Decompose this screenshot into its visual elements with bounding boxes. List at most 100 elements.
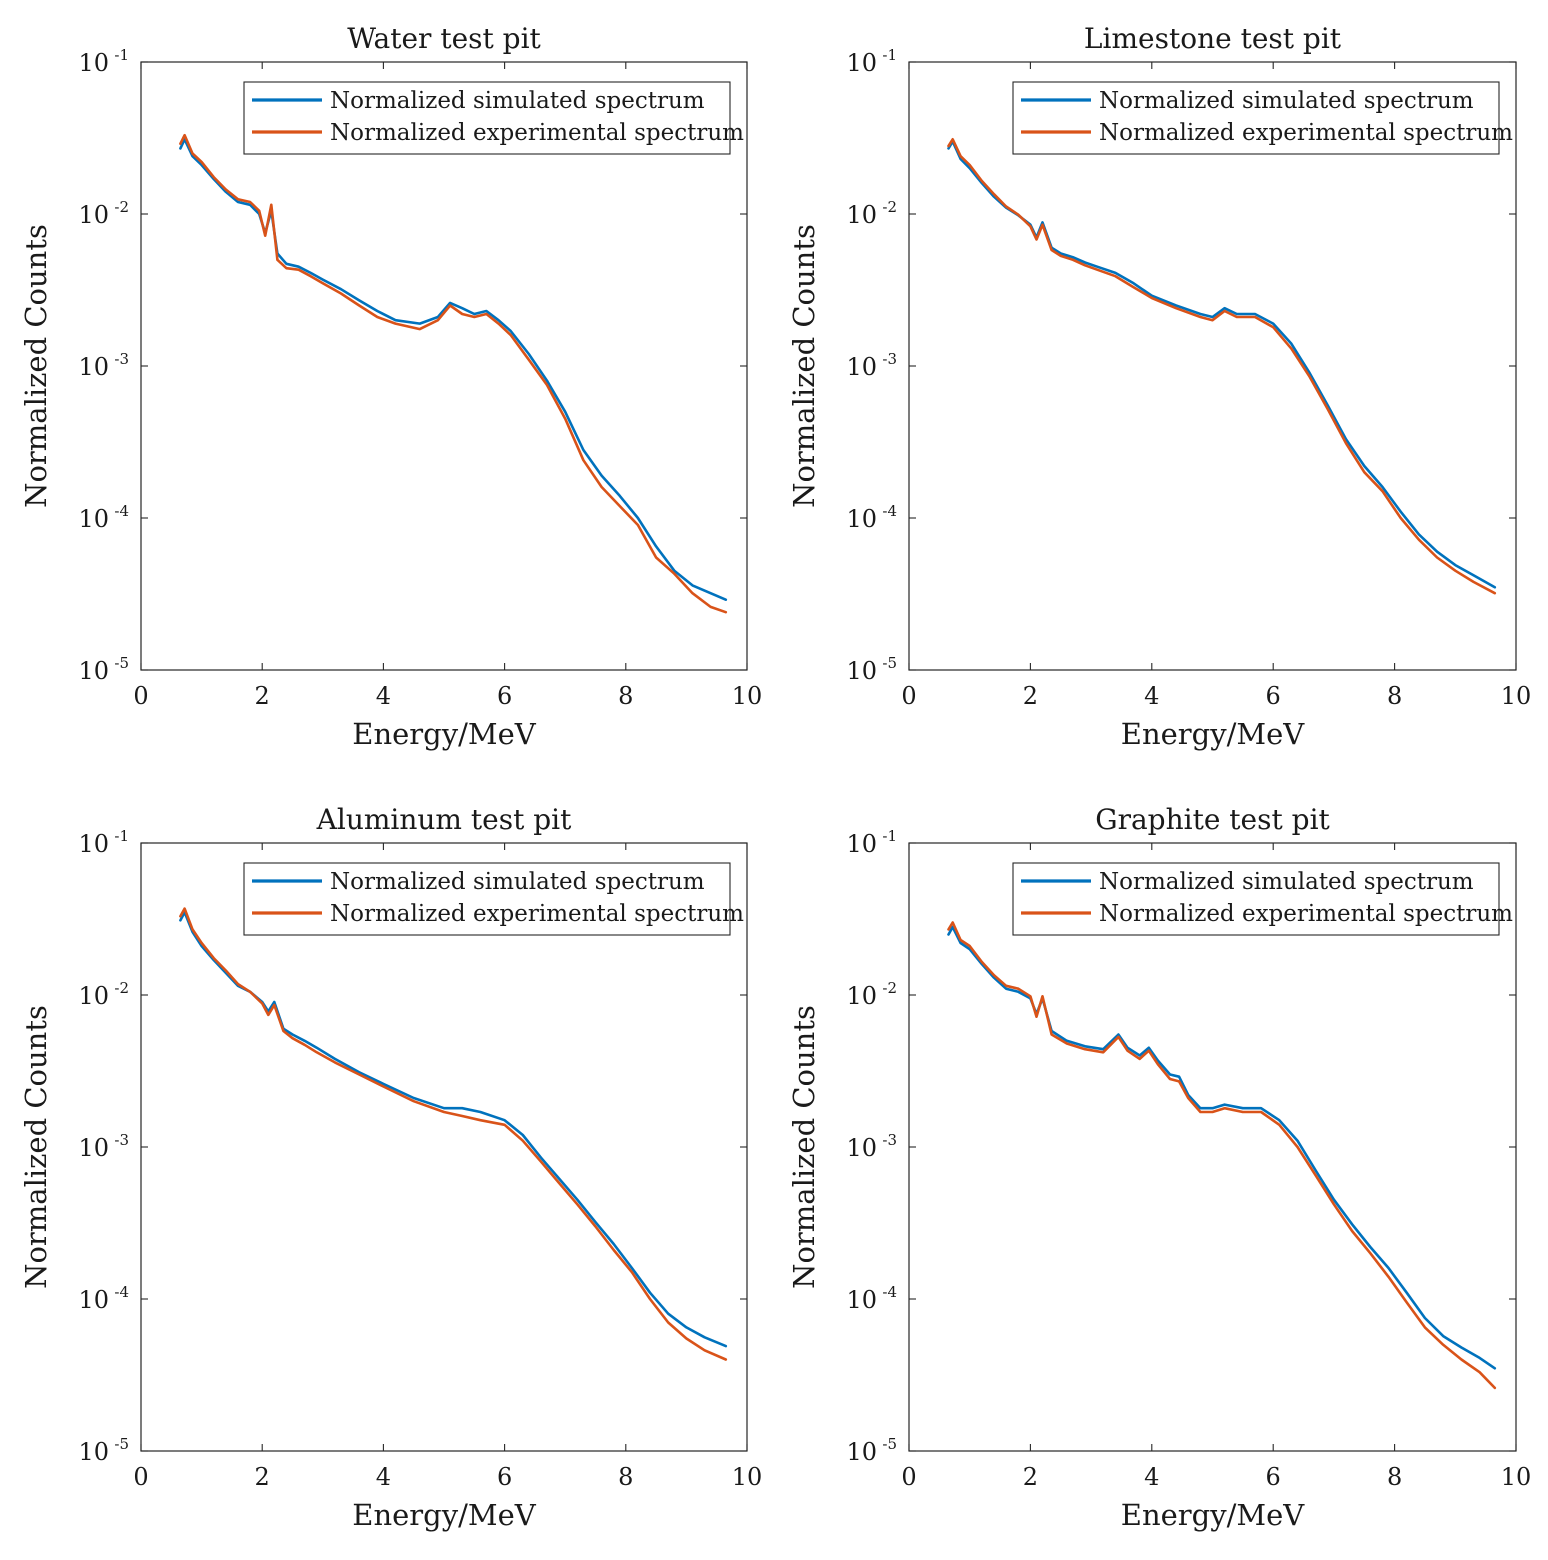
y-tick-label: 10: [78, 353, 109, 381]
series-group: [179, 133, 728, 614]
y-tick-base: 10: [78, 830, 109, 858]
y-tick-exponent: -3: [114, 1131, 129, 1149]
y-tick-base: 10: [846, 1134, 877, 1162]
x-tick-label: 6: [1266, 1463, 1281, 1491]
y-tick-exponent: -1: [882, 827, 897, 845]
chart-title: Graphite test pit: [1095, 803, 1330, 836]
x-axis-label: Energy/MeV: [352, 1498, 536, 1532]
x-tick-label: 4: [376, 1463, 391, 1491]
y-tick-label: 10: [846, 1438, 877, 1466]
experimental-spectrum-line: [947, 138, 1497, 595]
y-tick-label: 10: [78, 982, 109, 1010]
x-tick-label: 2: [1023, 682, 1038, 710]
chart-title: Aluminum test pit: [316, 803, 572, 836]
y-tick-label: 10: [846, 49, 877, 77]
y-tick-base: 10: [846, 353, 877, 381]
series-group: [947, 921, 1497, 1390]
y-tick-label: 10: [78, 201, 109, 229]
x-tick-label: 10: [1501, 1463, 1532, 1491]
y-tick-exponent: -3: [114, 350, 129, 368]
y-tick-base: 10: [78, 982, 109, 1010]
legend-box: [1012, 81, 1500, 155]
simulated-spectrum-line: [947, 925, 1497, 1370]
legend: Normalized simulated spectrum Normalized …: [1012, 862, 1513, 936]
legend-box: [1012, 862, 1500, 936]
series-group: [179, 907, 728, 1361]
y-tick-exponent: -1: [114, 827, 129, 845]
y-tick-label: 10: [78, 49, 109, 77]
legend-box: [243, 862, 731, 936]
chart-panel-2: 0 2 4 6 8 10 10 -1 10 -2 10 -3 10 -4 10 -5 Limestone tes…: [787, 22, 1531, 751]
y-tick-exponent: -3: [882, 1131, 897, 1149]
y-tick-exponent: -4: [114, 502, 129, 520]
y-tick-exponent: -3: [882, 350, 897, 368]
series-group: [947, 138, 1497, 595]
plot-area-box: [908, 842, 1517, 1452]
legend-label-experimental: Normalized experimental spectrum: [1099, 901, 1513, 927]
chart-panel-4: 0 2 4 6 8 10 10 -1 10 -2 10 -3 10 -4 10 -5 Graphite test…: [787, 803, 1531, 1532]
y-tick-label: 10: [846, 1286, 877, 1314]
y-tick-exponent: -1: [882, 46, 897, 64]
y-tick-label: 10: [78, 830, 109, 858]
y-tick-base: 10: [78, 1286, 109, 1314]
plot-area-box: [140, 842, 748, 1452]
y-tick-label: 10: [78, 1286, 109, 1314]
y-tick-base: 10: [846, 982, 877, 1010]
legend-label-simulated: Normalized simulated spectrum: [330, 88, 705, 114]
y-tick-label: 10: [846, 201, 877, 229]
y-tick-base: 10: [846, 1286, 877, 1314]
y-axis-label: Normalized Counts: [787, 224, 821, 508]
x-tick-label: 2: [1023, 1463, 1038, 1491]
x-tick-label: 10: [732, 682, 763, 710]
simulated-spectrum-line: [179, 138, 728, 602]
legend: Normalized simulated spectrum Normalized …: [243, 81, 744, 155]
plot-area-box: [908, 61, 1517, 671]
x-tick-label: 2: [255, 682, 270, 710]
x-axis-label: Energy/MeV: [1121, 717, 1305, 751]
experimental-spectrum-line: [179, 133, 728, 614]
chart-panel-3: 0 2 4 6 8 10 10 -1 10 -2 10 -3 10 -4 10 -5 Aluminum test…: [19, 803, 762, 1532]
x-axis-label: Energy/MeV: [352, 717, 536, 751]
experimental-spectrum-line: [947, 921, 1497, 1390]
legend-label-simulated: Normalized simulated spectrum: [1099, 869, 1474, 895]
y-tick-base: 10: [78, 201, 109, 229]
y-axis-label: Normalized Counts: [19, 1005, 53, 1289]
x-tick-label: 0: [133, 682, 148, 710]
y-tick-label: 10: [846, 982, 877, 1010]
y-tick-base: 10: [846, 505, 877, 533]
x-tick-label: 8: [1387, 682, 1402, 710]
y-tick-exponent: -4: [882, 1283, 897, 1301]
legend: Normalized simulated spectrum Normalized …: [243, 862, 744, 936]
y-tick-base: 10: [78, 505, 109, 533]
x-tick-label: 8: [618, 682, 633, 710]
experimental-spectrum-line: [179, 907, 728, 1361]
y-tick-exponent: -4: [882, 502, 897, 520]
y-tick-base: 10: [78, 1438, 109, 1466]
y-tick-base: 10: [78, 1134, 109, 1162]
y-tick-base: 10: [78, 657, 109, 685]
x-tick-label: 6: [1266, 682, 1281, 710]
y-tick-base: 10: [78, 49, 109, 77]
y-tick-exponent: -2: [114, 979, 129, 997]
legend: Normalized simulated spectrum Normalized …: [1012, 81, 1513, 155]
y-tick-exponent: -1: [114, 46, 129, 64]
x-tick-label: 2: [255, 1463, 270, 1491]
y-tick-exponent: -5: [882, 654, 897, 672]
y-tick-label: 10: [846, 1134, 877, 1162]
x-tick-label: 10: [1501, 682, 1532, 710]
y-tick-base: 10: [846, 830, 877, 858]
y-tick-exponent: -5: [114, 1435, 129, 1453]
legend-label-simulated: Normalized simulated spectrum: [330, 869, 705, 895]
y-tick-exponent: -2: [114, 198, 129, 216]
x-axis-label: Energy/MeV: [1121, 1498, 1305, 1532]
x-tick-label: 6: [497, 1463, 512, 1491]
x-tick-label: 0: [901, 682, 916, 710]
x-tick-label: 0: [133, 1463, 148, 1491]
y-tick-exponent: -5: [882, 1435, 897, 1453]
y-axis-label: Normalized Counts: [787, 1005, 821, 1289]
y-tick-label: 10: [78, 657, 109, 685]
y-tick-exponent: -2: [882, 979, 897, 997]
y-tick-base: 10: [846, 201, 877, 229]
legend-box: [243, 81, 731, 155]
